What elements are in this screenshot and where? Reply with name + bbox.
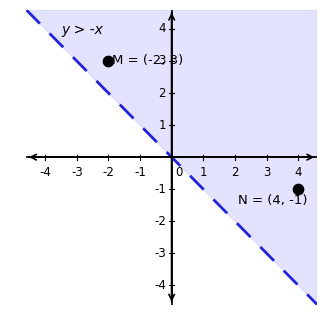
Text: 1: 1 (199, 166, 207, 179)
Text: 3: 3 (263, 166, 270, 179)
Polygon shape (26, 10, 317, 305)
Point (296, 187, 301, 192)
Text: -4: -4 (154, 279, 166, 292)
Point (106, 58, 111, 64)
Text: 4: 4 (294, 166, 302, 179)
Text: -2: -2 (102, 166, 114, 179)
Text: 0: 0 (175, 166, 182, 179)
Text: -1: -1 (134, 166, 146, 179)
Text: 2: 2 (231, 166, 239, 179)
Text: M = (-2, 3): M = (-2, 3) (112, 54, 183, 67)
Text: -3: -3 (154, 247, 166, 260)
Text: N = (4, -1): N = (4, -1) (238, 194, 308, 207)
Text: -3: -3 (71, 166, 83, 179)
Text: 1: 1 (159, 119, 166, 132)
Text: -2: -2 (154, 215, 166, 228)
Text: 3: 3 (159, 54, 166, 67)
Text: -1: -1 (154, 183, 166, 196)
Text: 4: 4 (159, 22, 166, 35)
Text: 2: 2 (159, 87, 166, 99)
Text: -4: -4 (39, 166, 51, 179)
Text: y > -x: y > -x (61, 23, 103, 37)
